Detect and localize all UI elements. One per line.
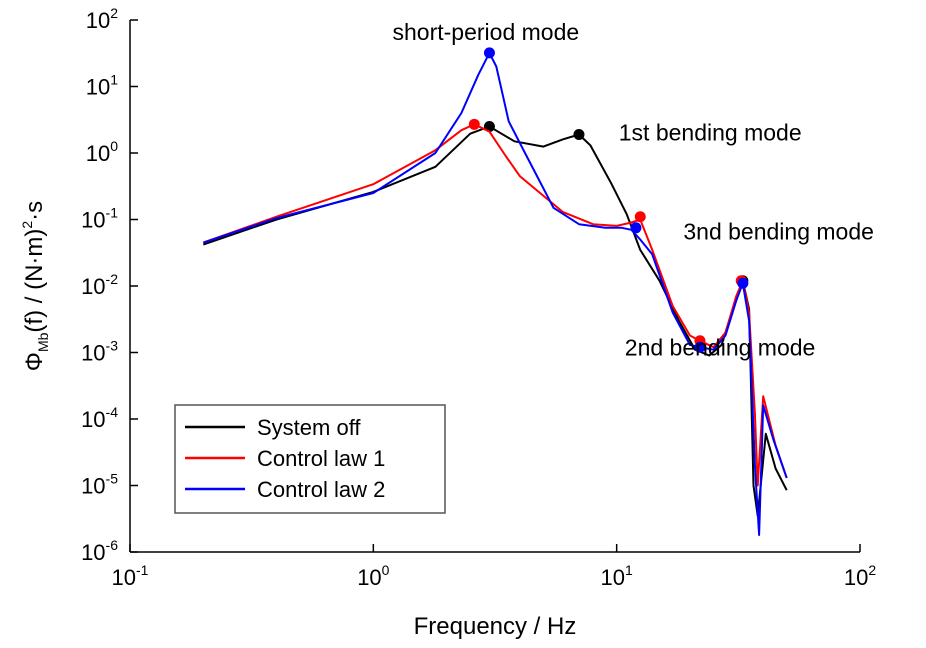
y-tick-exponent: -6 <box>106 537 119 553</box>
series-line <box>202 51 788 536</box>
y-tick-exponent: -5 <box>106 471 119 487</box>
y-tick-label: 100 <box>86 138 118 166</box>
peak-marker <box>737 277 749 289</box>
peak-marker <box>483 47 495 59</box>
y-tick-base: 10 <box>81 208 105 233</box>
x-tick-base: 10 <box>357 565 381 590</box>
y-tick-label: 10-5 <box>81 471 118 499</box>
y-tick-label: 10-2 <box>81 271 118 299</box>
x-tick-base: 10 <box>844 565 868 590</box>
mode-annotation: 2nd bending mode <box>625 335 816 361</box>
y-tick-base: 10 <box>81 540 105 565</box>
legend-label: Control law 1 <box>257 446 385 471</box>
y-tick-base: 10 <box>81 474 105 499</box>
y-tick-exponent: -4 <box>106 404 119 420</box>
y-tick-base: 10 <box>86 141 110 166</box>
y-tick-base: 10 <box>86 8 110 33</box>
x-tick-label: 102 <box>844 562 876 590</box>
y-tick-label: 10-3 <box>81 338 118 366</box>
mode-annotation: short-period mode <box>393 19 580 45</box>
y-tick-base: 10 <box>81 341 105 366</box>
y-axis-title-subscript: Mb <box>35 332 51 352</box>
y-axis-title-base: Φ <box>21 352 48 371</box>
legend-label: Control law 2 <box>257 477 385 502</box>
x-tick-label: 10-1 <box>112 562 149 590</box>
x-tick-exponent: 1 <box>625 562 633 578</box>
y-tick-base: 10 <box>81 274 105 299</box>
y-tick-label: 10-6 <box>81 537 118 565</box>
x-tick-base: 10 <box>601 565 625 590</box>
legend-item: Control law 2 <box>185 477 385 502</box>
legend-item: System off <box>185 415 361 440</box>
y-tick-label: 10-1 <box>81 205 118 233</box>
y-tick-exponent: -3 <box>106 338 119 354</box>
y-tick-exponent: 2 <box>110 5 118 21</box>
mode-annotation: 1st bending mode <box>619 119 802 145</box>
y-tick-label: 10-4 <box>81 404 118 432</box>
peak-marker <box>694 341 706 353</box>
series-line <box>202 125 788 517</box>
series-line <box>202 123 788 487</box>
y-tick-label: 102 <box>86 5 118 33</box>
y-tick-exponent: -2 <box>106 271 119 287</box>
y-tick-exponent: 0 <box>110 138 118 154</box>
series-layer <box>202 47 788 536</box>
annotation-layer: short-period mode 1st bending mode 3nd ben… <box>393 19 874 361</box>
mode-annotation: 3nd bending mode <box>683 219 874 245</box>
series-control-law-2 <box>202 47 788 536</box>
x-tick-exponent: -1 <box>136 562 149 578</box>
x-tick-exponent: 2 <box>868 562 876 578</box>
y-tick-base: 10 <box>81 407 105 432</box>
x-tick-label: 101 <box>601 562 633 590</box>
y-tick-exponent: 1 <box>110 72 118 88</box>
x-axis-title: Frequency / Hz <box>414 613 577 640</box>
peak-marker <box>634 211 646 223</box>
y-axis-title-superscript: 2 <box>19 221 35 229</box>
y-tick-base: 10 <box>86 75 110 100</box>
peak-marker <box>630 222 642 234</box>
x-tick-base: 10 <box>112 565 136 590</box>
y-axis-title: ΦMb(f) / (N·m)2·s <box>19 201 51 371</box>
peak-marker <box>573 128 585 140</box>
x-tick-exponent: 0 <box>382 562 390 578</box>
y-axis-title-tail: ·s <box>21 201 48 221</box>
legend-label: System off <box>257 415 361 440</box>
peak-marker <box>468 118 480 130</box>
x-tick-label: 100 <box>357 562 389 590</box>
legend-item: Control law 1 <box>185 446 385 471</box>
legend: System off Control law 1 Control law 2 <box>174 404 446 514</box>
x-axis-ticks: 10-1 100 101 102 <box>112 544 876 590</box>
y-tick-label: 101 <box>86 72 118 100</box>
y-axis-title-main: (f) / (N·m) <box>21 229 48 333</box>
y-tick-exponent: -1 <box>106 205 119 221</box>
